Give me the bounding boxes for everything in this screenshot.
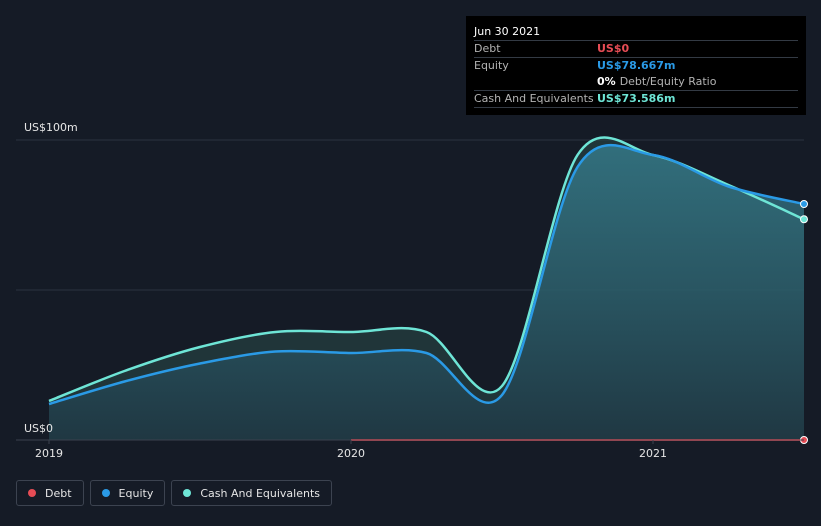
tooltip-debt-value: US$0: [597, 42, 630, 55]
cash-and-equivalents-end-marker[interactable]: [800, 215, 808, 224]
equity-end-marker[interactable]: [800, 199, 808, 208]
equity-dot-icon: [101, 489, 110, 497]
tooltip-equity-label: Equity: [474, 59, 509, 72]
cash-dot-icon: [183, 489, 192, 497]
debt-dot-icon: [28, 489, 36, 497]
tooltip-ratio-value: 0%: [597, 75, 616, 88]
legend-debt-label: Debt: [45, 486, 72, 500]
y-axis-label-bottom: US$0: [24, 422, 53, 435]
tooltip-row-ratio: 0% Debt/Equity Ratio: [474, 74, 798, 90]
legend-item-cash[interactable]: Cash And Equivalents: [171, 480, 332, 506]
tooltip-row-equity: Equity US$78.667m: [474, 57, 798, 74]
tooltip-row-cash: Cash And Equivalents US$73.586m: [474, 90, 798, 107]
equity-line: [48, 143, 805, 406]
legend-equity-label: Equity: [118, 486, 154, 500]
tooltip-cash-label: Cash And Equivalents: [474, 92, 594, 105]
tooltip-panel: Jun 30 2021 Debt US$0 Equity US$78.667m …: [466, 16, 806, 115]
tooltip-row-debt: Debt US$0: [474, 40, 798, 57]
tooltip-date: Jun 30 2021: [474, 25, 541, 38]
chart-legend: Debt Equity Cash And Equivalents: [16, 480, 332, 506]
tooltip-ratio-label: Debt/Equity Ratio: [619, 75, 717, 88]
legend-item-debt[interactable]: Debt: [16, 480, 84, 506]
x-tick-label: 2021: [639, 447, 667, 460]
x-tick-label: 2019: [35, 447, 63, 460]
y-axis-label-top: US$100m: [24, 121, 78, 134]
x-tick-label: 2020: [337, 447, 365, 460]
tooltip-debt-label: Debt: [474, 42, 501, 55]
tooltip-equity-value: US$78.667m: [597, 59, 676, 72]
legend-item-equity[interactable]: Equity: [89, 480, 166, 506]
legend-cash-label: Cash And Equivalents: [200, 486, 320, 500]
equity-area: [49, 145, 804, 441]
tooltip-cash-value: US$73.586m: [597, 92, 676, 105]
